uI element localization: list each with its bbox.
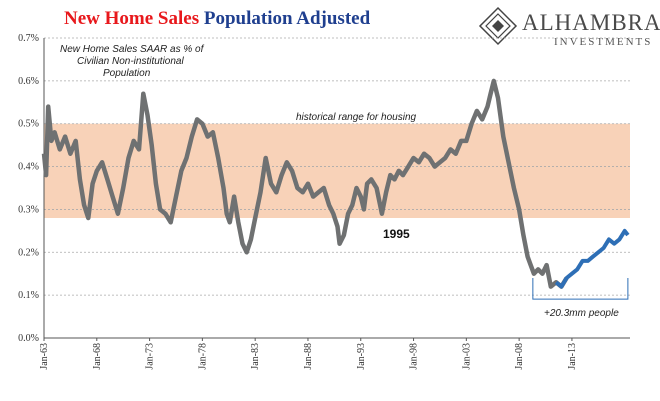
x-tick-label: Jan-78: [197, 343, 208, 370]
x-tick-label: Jan-63: [39, 343, 50, 370]
x-tick-label: Jan-83: [250, 343, 261, 370]
x-tick-label: Jan-08: [514, 343, 525, 370]
y-tick-label: 0.5%: [18, 119, 39, 130]
label-1995: 1995: [383, 227, 410, 241]
gridlines: [44, 37, 630, 296]
series-note-line-1: New Home Sales SAAR as % of: [60, 44, 205, 55]
x-tick-label: Jan-93: [356, 343, 367, 370]
people-bracket-line: [532, 278, 629, 300]
logo-sub-text: INVESTMENTS: [554, 36, 653, 48]
y-tick-label: 0.4%: [18, 162, 39, 173]
alhambra-logo: ALHAMBRA INVESTMENTS: [478, 6, 660, 52]
series-note-line-3: Population: [103, 68, 151, 79]
title-blue-part: Population Adjusted: [203, 8, 371, 29]
x-tick-label: Jan-98: [409, 343, 420, 370]
x-tick-label: Jan-73: [145, 343, 156, 370]
y-axis: 0.0% 0.1% 0.2% 0.3% 0.4% 0.5% 0.6% 0.7%: [18, 33, 45, 344]
x-tick-label: Jan-68: [92, 343, 103, 370]
y-tick-label: 0.6%: [18, 76, 39, 87]
historical-range-band: [44, 123, 630, 218]
series-note-line-2: Civilian Non-institutional: [77, 56, 184, 67]
people-label: +20.3mm people: [544, 308, 619, 319]
x-axis: Jan-63 Jan-68 Jan-73 Jan-78 Jan-83 Jan-88 Jan-…: [39, 337, 630, 370]
y-tick-label: 0.0%: [18, 333, 39, 344]
title-red-part: New Home Sales: [64, 8, 200, 29]
chart-title: New Home Sales Population Adjusted: [64, 8, 370, 30]
x-tick-label: Jan-03: [461, 343, 472, 370]
y-tick-label: 0.1%: [18, 290, 39, 301]
series-line-blue: [554, 228, 630, 289]
logo-emblem-icon: [478, 6, 518, 46]
y-tick-label: 0.3%: [18, 204, 39, 215]
y-tick-label: 0.7%: [18, 33, 39, 44]
people-bracket: [532, 278, 629, 300]
logo-brand-text: ALHAMBRA: [522, 10, 660, 35]
y-tick-label: 0.2%: [18, 247, 39, 258]
x-tick-label: Jan-88: [303, 343, 314, 370]
x-tick-label: Jan-13: [567, 343, 578, 370]
band-label: historical range for housing: [296, 112, 417, 123]
series-line-gray: [41, 78, 569, 289]
